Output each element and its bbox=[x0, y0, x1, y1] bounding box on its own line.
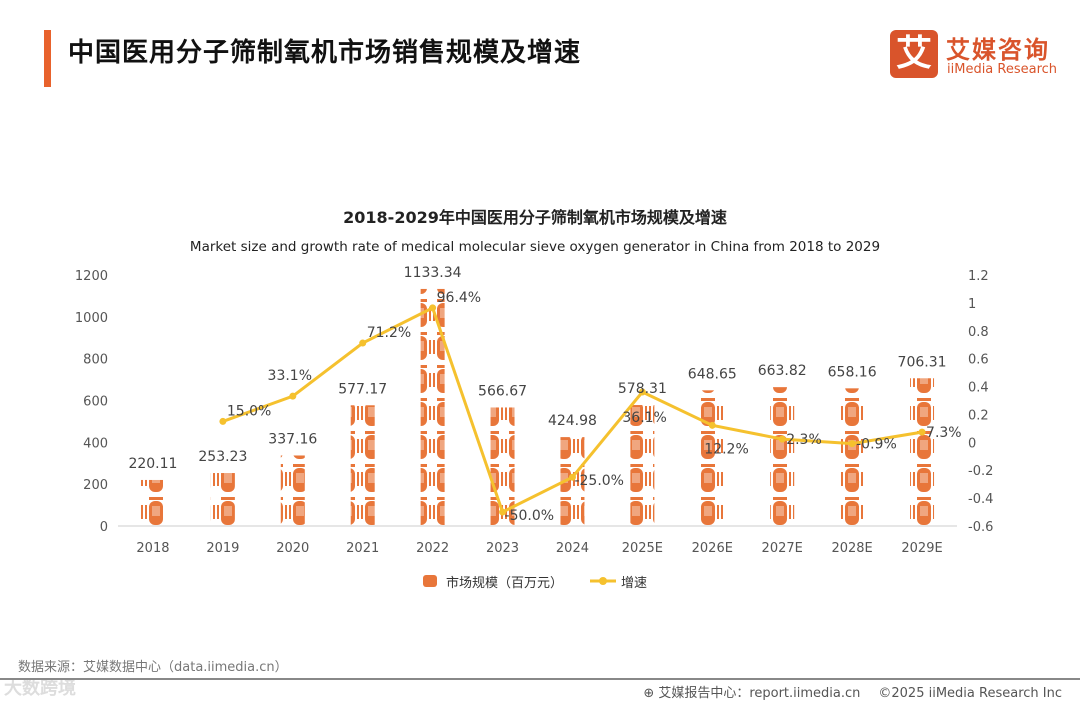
growth-value-label: -50.0% bbox=[505, 508, 555, 524]
growth-point bbox=[359, 339, 367, 347]
x-tick-label: 2026E bbox=[692, 541, 733, 556]
chart: 2018-2029年中国医用分子筛制氧机市场规模及增速 Market size … bbox=[75, 208, 993, 591]
bar-value-label: 1133.34 bbox=[404, 265, 462, 281]
growth-point bbox=[638, 388, 646, 396]
left-tick-label: 200 bbox=[83, 478, 108, 493]
growth-value-label: 33.1% bbox=[268, 368, 312, 384]
legend-line-marker bbox=[599, 577, 607, 585]
x-tick-label: 2025E bbox=[622, 541, 663, 556]
right-tick-label: 0.2 bbox=[968, 408, 989, 423]
growth-value-label: 12.2% bbox=[704, 441, 748, 457]
data-source: 数据来源：艾媒数据中心（data.iimedia.cn） bbox=[18, 660, 288, 675]
bar bbox=[280, 455, 305, 526]
chart-title: 2018-2029年中国医用分子筛制氧机市场规模及增速 bbox=[343, 208, 727, 227]
iimedia-logo: 艾 艾媒咨询 iiMedia Research bbox=[890, 30, 1070, 82]
bar-value-label: 663.82 bbox=[758, 363, 807, 379]
growth-value-label: -0.9% bbox=[856, 437, 897, 453]
copyright: ©2025 iiMedia Research Inc bbox=[878, 686, 1062, 701]
legend-line-label: 增速 bbox=[621, 576, 647, 591]
left-tick-label: 800 bbox=[83, 353, 108, 368]
bar bbox=[140, 479, 165, 526]
right-tick-label: -0.6 bbox=[968, 520, 993, 535]
growth-point bbox=[568, 473, 576, 481]
bar-value-label: 648.65 bbox=[688, 366, 737, 382]
x-tick-label: 2022 bbox=[416, 541, 449, 556]
growth-value-label: 7.3% bbox=[926, 425, 962, 441]
bar bbox=[700, 390, 725, 526]
bar-value-label: 578.31 bbox=[618, 381, 667, 397]
growth-value-label: -25.0% bbox=[574, 473, 624, 489]
growth-point bbox=[918, 428, 926, 436]
x-tick-label: 2024 bbox=[556, 541, 589, 556]
bar-value-label: 658.16 bbox=[828, 364, 877, 380]
bar bbox=[910, 378, 935, 526]
footer-divider bbox=[0, 678, 1080, 680]
right-tick-label: 0 bbox=[968, 436, 976, 451]
bar-value-label: 706.31 bbox=[898, 354, 947, 370]
x-tick-label: 2018 bbox=[136, 541, 169, 556]
logo-cn: 艾媒咨询 bbox=[946, 36, 1050, 64]
page-title: 中国医用分子筛制氧机市场销售规模及增速 bbox=[68, 38, 582, 68]
bar bbox=[630, 405, 655, 526]
report-link[interactable]: 艾媒报告中心：report.iimedia.cn bbox=[658, 686, 861, 701]
bar-value-label: 253.23 bbox=[198, 449, 247, 465]
right-tick-label: 1.2 bbox=[968, 269, 989, 284]
right-tick-label: 1 bbox=[968, 297, 976, 312]
x-tick-label: 2020 bbox=[276, 541, 309, 556]
x-tick-label: 2021 bbox=[346, 541, 379, 556]
left-tick-label: 400 bbox=[83, 436, 108, 451]
right-tick-label: -0.2 bbox=[968, 464, 993, 479]
growth-value-label: 2.3% bbox=[786, 432, 822, 448]
bar-value-label: 424.98 bbox=[548, 413, 597, 429]
growth-value-label: 96.4% bbox=[437, 290, 481, 306]
growth-point bbox=[778, 435, 786, 443]
x-tick-label: 2027E bbox=[762, 541, 803, 556]
left-tick-label: 600 bbox=[83, 395, 108, 410]
title-accent-bar bbox=[44, 30, 51, 87]
x-tick-label: 2029E bbox=[901, 541, 942, 556]
bar bbox=[840, 388, 865, 526]
bar bbox=[770, 387, 795, 526]
right-tick-label: -0.4 bbox=[968, 492, 993, 507]
logo-en: iiMedia Research bbox=[947, 62, 1058, 77]
growth-point bbox=[429, 304, 437, 312]
legend-bar-label: 市场规模（百万元） bbox=[446, 575, 563, 591]
right-tick-label: 0.4 bbox=[968, 381, 989, 396]
x-tick-label: 2028E bbox=[831, 541, 872, 556]
growth-value-label: 71.2% bbox=[367, 325, 411, 341]
bar bbox=[420, 288, 445, 526]
growth-value-label: 36.1% bbox=[622, 410, 666, 426]
left-tick-label: 0 bbox=[100, 520, 108, 535]
growth-point bbox=[499, 508, 507, 516]
left-tick-label: 1200 bbox=[75, 269, 108, 284]
footer-right: ⊕ 艾媒报告中心：report.iimedia.cn ©2025 iiMedia R… bbox=[625, 682, 1062, 701]
chart-subtitle: Market size and growth rate of medical m… bbox=[190, 239, 880, 255]
bar bbox=[350, 405, 375, 526]
logo-mark: 艾 bbox=[890, 30, 938, 78]
growth-point bbox=[289, 392, 297, 400]
right-tick-label: 0.6 bbox=[968, 353, 989, 368]
growth-point bbox=[708, 421, 716, 429]
watermark: 大数跨境 bbox=[4, 678, 76, 699]
bar-value-label: 577.17 bbox=[338, 381, 387, 397]
right-tick-label: 0.8 bbox=[968, 325, 989, 340]
globe-icon: ⊕ bbox=[643, 686, 655, 701]
bar-value-label: 566.67 bbox=[478, 383, 527, 399]
x-tick-label: 2023 bbox=[486, 541, 519, 556]
growth-point bbox=[848, 440, 856, 448]
left-tick-label: 1000 bbox=[75, 311, 108, 326]
legend: 市场规模（百万元） 增速 bbox=[423, 575, 647, 591]
growth-value-label: 15.0% bbox=[227, 403, 271, 419]
x-tick-label: 2019 bbox=[206, 541, 239, 556]
bar bbox=[210, 473, 235, 526]
growth-point bbox=[219, 417, 227, 425]
bar-value-label: 220.11 bbox=[128, 456, 177, 472]
bar-value-label: 337.16 bbox=[268, 431, 317, 447]
legend-bar-swatch bbox=[423, 575, 437, 587]
